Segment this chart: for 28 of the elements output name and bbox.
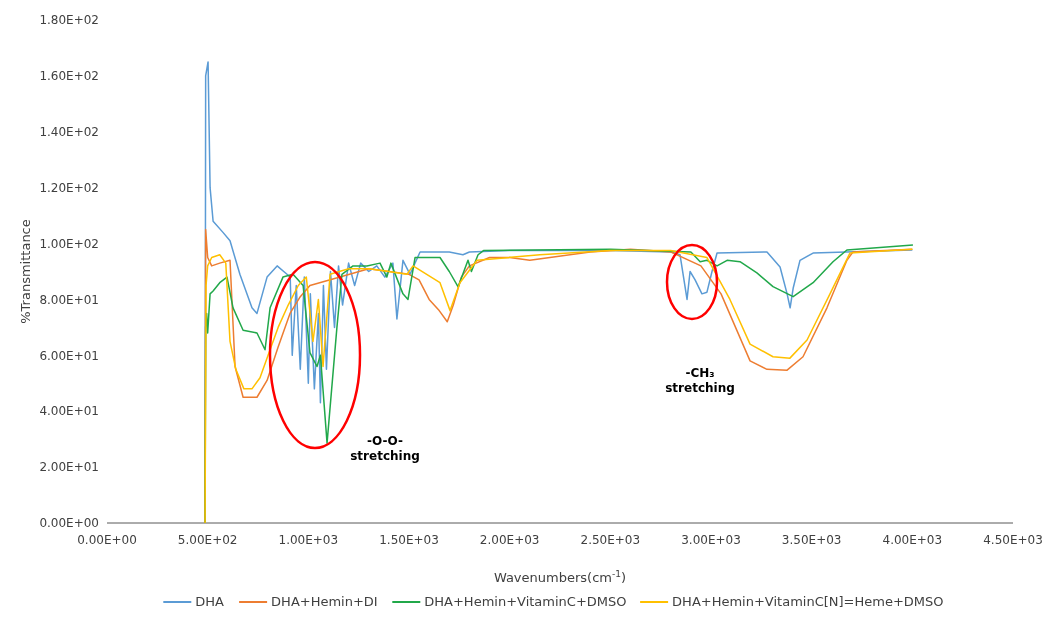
- y-tick-label: 2.00E+01: [39, 460, 99, 475]
- y-tick-label: 4.00E+01: [39, 404, 99, 419]
- y-tick-label: 0.00E+00: [39, 516, 99, 531]
- x-tick-label: 2.50E+03: [580, 533, 641, 547]
- y-tick-label: 1.60E+02: [39, 69, 99, 84]
- x-tick-label: 0.00E+00: [77, 533, 137, 547]
- y-tick-label: 1.80E+02: [39, 13, 99, 28]
- x-axis-title: Wavenumbers(cm$^{-1}$): [493, 569, 627, 585]
- annotation: -CH₃ stretching: [665, 366, 735, 395]
- x-tick-label: 4.50E+03: [983, 533, 1043, 547]
- x-tick-label: 3.00E+03: [681, 533, 741, 547]
- annotation: -O-O- stretching: [350, 434, 420, 463]
- legend-label: DHA+Hemin+VitaminC+DMSO: [424, 594, 627, 609]
- x-tick-label: 4.00E+03: [882, 533, 943, 547]
- legend-label: DHA+Hemin+DI: [271, 594, 378, 609]
- x-tick-label: 1.00E+03: [278, 533, 339, 547]
- legend-label: DHA: [195, 594, 225, 609]
- x-tick-label: 2.00E+03: [479, 533, 540, 547]
- x-tick-label: 1.50E+03: [379, 533, 439, 547]
- y-axis-title: %Transmittance: [18, 219, 33, 324]
- y-tick-label: 8.00E+01: [39, 292, 99, 307]
- y-tick-label: 1.20E+02: [39, 180, 99, 195]
- y-tick-label: 1.40E+02: [39, 124, 99, 139]
- x-tick-label: 5.00E+02: [177, 533, 238, 547]
- x-tick-label: 3.50E+03: [781, 533, 842, 547]
- legend-label: DHA+Hemin+VitaminC[N]=Heme+DMSO: [672, 594, 944, 609]
- y-tick-label: 1.00E+02: [39, 236, 99, 251]
- y-tick-label: 6.00E+01: [39, 348, 99, 363]
